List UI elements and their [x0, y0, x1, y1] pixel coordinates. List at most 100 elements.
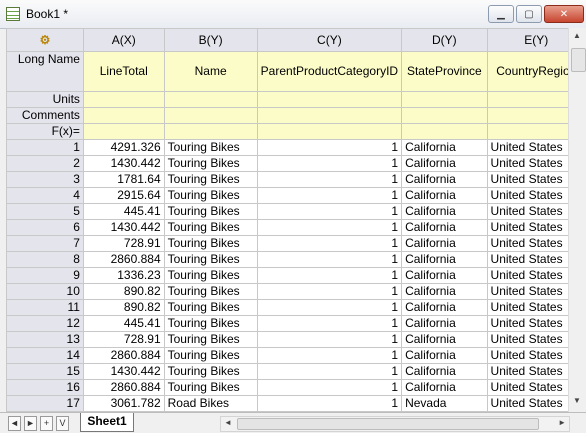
maximize-button[interactable]: ▢ [516, 5, 542, 23]
row-number[interactable]: 17 [6, 395, 84, 412]
row-number[interactable]: 6 [6, 219, 84, 236]
cell-parentcategory[interactable]: 1 [256, 171, 403, 188]
cell-linetotal[interactable]: 2860.884 [82, 347, 165, 364]
scroll-left-icon[interactable]: ◄ [224, 418, 232, 427]
row-number[interactable]: 16 [6, 379, 84, 396]
comments-cell[interactable] [256, 107, 403, 124]
cell-stateprovince[interactable]: California [401, 315, 488, 332]
row-number[interactable]: 9 [6, 267, 84, 284]
cell-stateprovince[interactable]: California [401, 267, 488, 284]
cell-countryregion[interactable]: United States [486, 219, 586, 236]
cell-stateprovince[interactable]: California [401, 219, 488, 236]
cell-name[interactable]: Touring Bikes [163, 331, 258, 348]
row-number[interactable]: 8 [6, 251, 84, 268]
comments-cell[interactable] [163, 107, 258, 124]
cell-linetotal[interactable]: 890.82 [82, 283, 165, 300]
cell-name[interactable]: Touring Bikes [163, 155, 258, 172]
cell-linetotal[interactable]: 4291.326 [82, 139, 165, 156]
cell-parentcategory[interactable]: 1 [256, 363, 403, 380]
cell-name[interactable]: Touring Bikes [163, 315, 258, 332]
row-number[interactable]: 3 [6, 171, 84, 188]
cell-parentcategory[interactable]: 1 [256, 315, 403, 332]
fx-cell[interactable] [401, 123, 488, 140]
cell-name[interactable]: Touring Bikes [163, 171, 258, 188]
cell-parentcategory[interactable]: 1 [256, 299, 403, 316]
worksheet-grid[interactable]: ⚙ A(X) B(Y) C(Y) D(Y) E(Y) Long Name Lin… [6, 28, 586, 428]
cell-linetotal[interactable]: 3061.782 [82, 395, 165, 412]
row-number[interactable]: 15 [6, 363, 84, 380]
fx-cell[interactable] [256, 123, 403, 140]
cell-parentcategory[interactable]: 1 [256, 139, 403, 156]
cell-countryregion[interactable]: United States [486, 267, 586, 284]
cell-countryregion[interactable]: United States [486, 363, 586, 380]
cell-stateprovince[interactable]: California [401, 171, 488, 188]
cell-countryregion[interactable]: United States [486, 283, 586, 300]
cell-parentcategory[interactable]: 1 [256, 219, 403, 236]
cell-stateprovince[interactable]: California [401, 379, 488, 396]
scroll-up-icon[interactable]: ▲ [573, 31, 581, 40]
row-number[interactable]: 14 [6, 347, 84, 364]
cell-linetotal[interactable]: 890.82 [82, 299, 165, 316]
units-cell[interactable] [82, 91, 165, 108]
cell-parentcategory[interactable]: 1 [256, 331, 403, 348]
units-cell[interactable] [486, 91, 586, 108]
long-name-d[interactable]: StateProvince [401, 51, 488, 92]
column-header-a[interactable]: A(X) [82, 28, 165, 52]
column-header-b[interactable]: B(Y) [163, 28, 258, 52]
cell-parentcategory[interactable]: 1 [256, 395, 403, 412]
cell-stateprovince[interactable]: California [401, 283, 488, 300]
cell-stateprovince[interactable]: California [401, 235, 488, 252]
row-number[interactable]: 11 [6, 299, 84, 316]
row-number[interactable]: 5 [6, 203, 84, 220]
row-number[interactable]: 4 [6, 187, 84, 204]
cell-linetotal[interactable]: 1430.442 [82, 155, 165, 172]
cell-name[interactable]: Touring Bikes [163, 251, 258, 268]
cell-linetotal[interactable]: 445.41 [82, 203, 165, 220]
horizontal-scroll-thumb[interactable] [237, 418, 539, 430]
long-name-c[interactable]: ParentProductCategoryID [256, 51, 403, 92]
cell-linetotal[interactable]: 2860.884 [82, 251, 165, 268]
cell-parentcategory[interactable]: 1 [256, 251, 403, 268]
fx-cell[interactable] [163, 123, 258, 140]
row-number[interactable]: 12 [6, 315, 84, 332]
cell-name[interactable]: Touring Bikes [163, 203, 258, 220]
cell-parentcategory[interactable]: 1 [256, 235, 403, 252]
cell-linetotal[interactable]: 1336.23 [82, 267, 165, 284]
cell-stateprovince[interactable]: California [401, 251, 488, 268]
cell-stateprovince[interactable]: California [401, 299, 488, 316]
cell-linetotal[interactable]: 728.91 [82, 235, 165, 252]
cell-name[interactable]: Touring Bikes [163, 363, 258, 380]
cell-stateprovince[interactable]: California [401, 187, 488, 204]
row-number[interactable]: 7 [6, 235, 84, 252]
cell-name[interactable]: Road Bikes [163, 395, 258, 412]
cell-linetotal[interactable]: 1430.442 [82, 363, 165, 380]
column-header-d[interactable]: D(Y) [401, 28, 488, 52]
cell-stateprovince[interactable]: California [401, 155, 488, 172]
cell-name[interactable]: Touring Bikes [163, 187, 258, 204]
vertical-scrollbar[interactable]: ▲ ▼ [568, 28, 586, 412]
cell-parentcategory[interactable]: 1 [256, 155, 403, 172]
cell-linetotal[interactable]: 2860.884 [82, 379, 165, 396]
comments-cell[interactable] [82, 107, 165, 124]
cell-linetotal[interactable]: 1781.64 [82, 171, 165, 188]
cell-linetotal[interactable]: 2915.64 [82, 187, 165, 204]
cell-countryregion[interactable]: United States [486, 139, 586, 156]
cell-countryregion[interactable]: United States [486, 203, 586, 220]
comments-cell[interactable] [486, 107, 586, 124]
comments-cell[interactable] [401, 107, 488, 124]
cell-linetotal[interactable]: 728.91 [82, 331, 165, 348]
cell-name[interactable]: Touring Bikes [163, 219, 258, 236]
column-header-c[interactable]: C(Y) [256, 28, 403, 52]
cell-linetotal[interactable]: 1430.442 [82, 219, 165, 236]
cell-stateprovince[interactable]: California [401, 203, 488, 220]
sheet-list-button[interactable]: V [56, 416, 69, 431]
cell-name[interactable]: Touring Bikes [163, 299, 258, 316]
cell-name[interactable]: Touring Bikes [163, 347, 258, 364]
fx-cell[interactable] [486, 123, 586, 140]
close-button[interactable]: ✕ [544, 5, 584, 23]
cell-stateprovince[interactable]: California [401, 139, 488, 156]
cell-name[interactable]: Touring Bikes [163, 283, 258, 300]
cell-parentcategory[interactable]: 1 [256, 203, 403, 220]
next-sheet-button[interactable]: ► [24, 416, 37, 431]
vertical-scroll-thumb[interactable] [571, 48, 586, 72]
